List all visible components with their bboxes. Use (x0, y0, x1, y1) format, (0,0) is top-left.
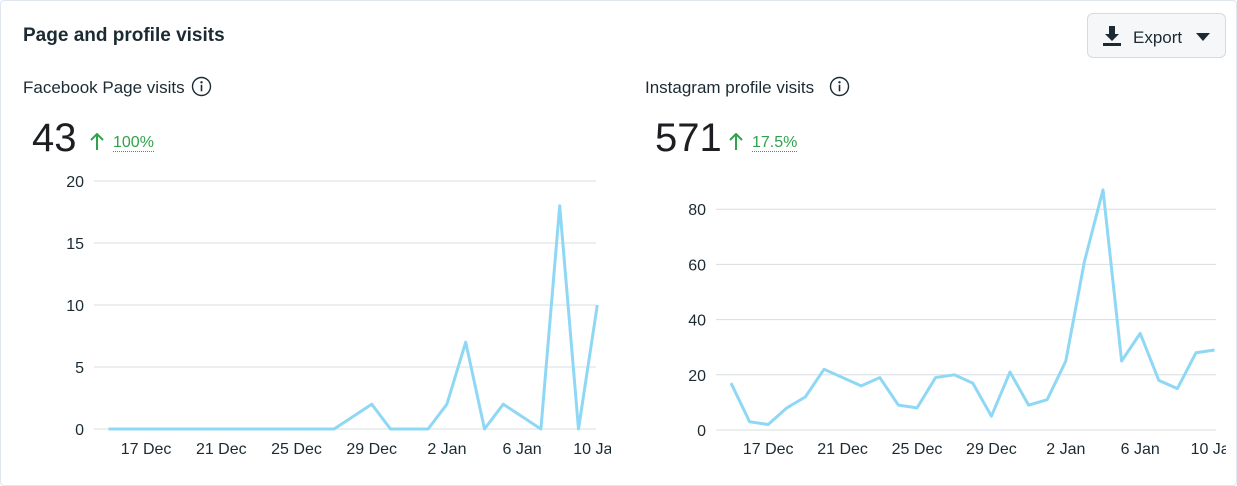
facebook-change[interactable]: 100% (113, 134, 154, 152)
x-tick-label: 10 Jan (573, 441, 611, 458)
y-tick-label: 0 (75, 422, 84, 439)
x-tick-label: 10 Jan (1191, 441, 1226, 458)
x-tick-label: 17 Dec (743, 441, 794, 458)
series-line (729, 188, 1215, 426)
x-tick-label: 25 Dec (271, 441, 322, 458)
y-tick-label: 60 (688, 257, 706, 274)
y-tick-label: 15 (66, 236, 84, 253)
x-tick-label: 6 Jan (503, 441, 542, 458)
download-icon (1103, 26, 1121, 46)
export-label: Export (1133, 28, 1183, 47)
x-tick-label: 21 Dec (817, 441, 868, 458)
y-tick-label: 80 (688, 202, 706, 219)
trend-up-icon (90, 133, 104, 150)
y-tick-label: 20 (66, 174, 84, 191)
y-tick-label: 40 (688, 313, 706, 330)
card-title: Page and profile visits (23, 25, 225, 46)
instagram-info-icon[interactable] (829, 76, 850, 97)
x-tick-label: 17 Dec (121, 441, 172, 458)
export-button[interactable]: Export (1087, 13, 1226, 58)
trend-up-icon (729, 133, 743, 150)
facebook-visits-chart: 0 5 10 15 20 17 Dec 21 Dec 25 Dec 29 Dec 2 Jan 6 J… (66, 174, 611, 458)
facebook-info-icon[interactable] (191, 76, 212, 97)
instagram-change[interactable]: 17.5% (752, 134, 798, 152)
y-tick-label: 10 (66, 298, 84, 315)
y-tick-label: 20 (688, 368, 706, 385)
x-tick-label: 6 Jan (1121, 441, 1160, 458)
x-tick-label: 29 Dec (346, 441, 397, 458)
x-tick-label: 2 Jan (1046, 441, 1085, 458)
x-tick-label: 25 Dec (892, 441, 943, 458)
instagram-visits-chart: 0 20 40 60 80 17 Dec 21 Dec 25 Dec 29 Dec 2 Jan 6 … (688, 188, 1226, 458)
instagram-total: 571 (655, 116, 722, 160)
facebook-total: 43 (32, 116, 77, 160)
caret-down-icon (1196, 33, 1210, 41)
facebook-section-title: Facebook Page visits (23, 78, 185, 97)
instagram-section-title: Instagram profile visits (645, 78, 815, 97)
x-tick-label: 29 Dec (966, 441, 1017, 458)
series-line (108, 204, 599, 431)
x-tick-label: 21 Dec (196, 441, 247, 458)
y-tick-label: 0 (697, 423, 706, 440)
y-tick-label: 5 (75, 360, 84, 377)
x-tick-label: 2 Jan (427, 441, 466, 458)
